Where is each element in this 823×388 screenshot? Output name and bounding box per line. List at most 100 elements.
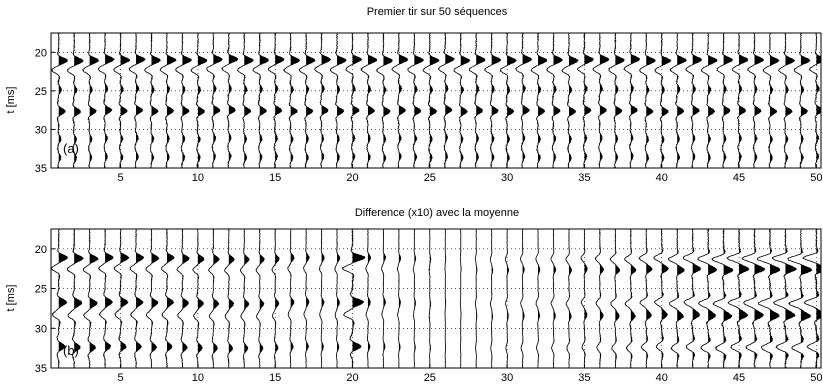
- trace-line: [51, 33, 68, 168]
- trace-line: [190, 33, 208, 168]
- trace: [365, 229, 372, 368]
- trace-line: [638, 229, 653, 368]
- trace-fill: [197, 231, 205, 368]
- x-tick-label: 5: [118, 372, 124, 384]
- trace-line: [407, 33, 424, 168]
- trace-line: [176, 229, 190, 368]
- trace-line: [51, 229, 68, 368]
- trace-fill: [553, 33, 563, 168]
- trace-line: [580, 229, 588, 368]
- x-tick-label: 50: [810, 372, 822, 384]
- trace-line: [609, 229, 621, 368]
- y-tick-label: 25: [35, 284, 47, 296]
- trace: [802, 229, 821, 368]
- trace-line: [484, 33, 501, 168]
- trace-line: [236, 33, 254, 168]
- trace: [489, 229, 494, 368]
- trace: [550, 229, 557, 368]
- trace-line: [128, 33, 146, 168]
- trace: [697, 229, 718, 368]
- trace: [577, 33, 594, 168]
- trace-line: [608, 33, 625, 168]
- trace-fill: [383, 33, 393, 164]
- trace-line: [206, 33, 223, 168]
- trace-line: [282, 33, 301, 168]
- trace-line: [360, 33, 378, 168]
- trace-fill: [816, 229, 821, 368]
- trace-fill: [74, 33, 84, 163]
- trace-line: [504, 229, 510, 368]
- trace-line: [519, 229, 525, 368]
- trace-fill: [166, 33, 176, 162]
- trace-fill: [739, 33, 748, 168]
- trace-line: [437, 33, 456, 168]
- trace: [654, 33, 672, 168]
- trace-line: [220, 33, 239, 168]
- trace-fill: [445, 33, 455, 163]
- trace-line: [287, 229, 295, 368]
- trace: [682, 229, 702, 368]
- trace-line: [239, 229, 250, 368]
- trace: [623, 33, 640, 168]
- trace-fill: [352, 229, 365, 368]
- trace-line: [652, 229, 669, 368]
- trace: [565, 229, 572, 368]
- trace-line: [82, 229, 99, 368]
- trace-line: [97, 33, 115, 168]
- trace-fill: [228, 229, 235, 368]
- trace: [224, 229, 235, 368]
- x-tick-label: 20: [346, 372, 358, 384]
- trace-line: [376, 33, 393, 168]
- x-tick-label: 40: [656, 172, 668, 184]
- trace-fill: [414, 33, 424, 164]
- panel-a: Premier tir sur 50 séquences 20 25 30 35 5 1…: [5, 6, 822, 184]
- trace: [314, 33, 332, 168]
- trace: [381, 229, 387, 368]
- x-tick-label: 45: [733, 372, 745, 384]
- trace-fill: [321, 33, 331, 163]
- trace: [97, 33, 115, 168]
- trace: [113, 33, 131, 168]
- trace-line: [422, 33, 440, 168]
- trace: [638, 229, 653, 368]
- trace: [345, 33, 363, 168]
- trace-fill: [816, 33, 821, 168]
- trace-line: [793, 33, 811, 168]
- trace: [407, 33, 424, 168]
- trace: [514, 33, 533, 168]
- trace: [82, 33, 99, 168]
- trace-fill: [213, 33, 223, 168]
- trace-fill: [367, 33, 377, 163]
- chart-title: Difference (x10) avec la moyenne: [355, 207, 519, 219]
- trace-line: [145, 229, 160, 368]
- trace-line: [396, 229, 402, 368]
- trace-line: [453, 33, 471, 168]
- trace-line: [731, 33, 749, 168]
- trace: [747, 33, 765, 168]
- trace: [190, 33, 208, 168]
- trace: [428, 229, 432, 368]
- trace-line: [530, 33, 548, 168]
- trace-line: [550, 229, 557, 368]
- trace: [504, 229, 510, 368]
- trace-line: [329, 33, 347, 168]
- trace-fill: [290, 33, 300, 164]
- trace: [711, 229, 734, 368]
- trace-fill: [677, 33, 687, 168]
- trace: [252, 33, 269, 168]
- trace: [700, 33, 718, 168]
- trace-fill: [367, 230, 371, 368]
- trace: [561, 33, 579, 168]
- trace-line: [802, 229, 821, 368]
- y-tick-label: 30: [35, 124, 47, 136]
- trace: [787, 229, 813, 368]
- y-tick-label: 25: [35, 86, 47, 98]
- trace-line: [66, 229, 84, 368]
- trace: [609, 229, 621, 368]
- trace-line: [592, 33, 610, 168]
- trace-line: [787, 229, 813, 368]
- trace-line: [271, 229, 280, 368]
- trace-line: [428, 229, 432, 368]
- trace-line: [345, 33, 363, 168]
- trace-line: [459, 229, 462, 368]
